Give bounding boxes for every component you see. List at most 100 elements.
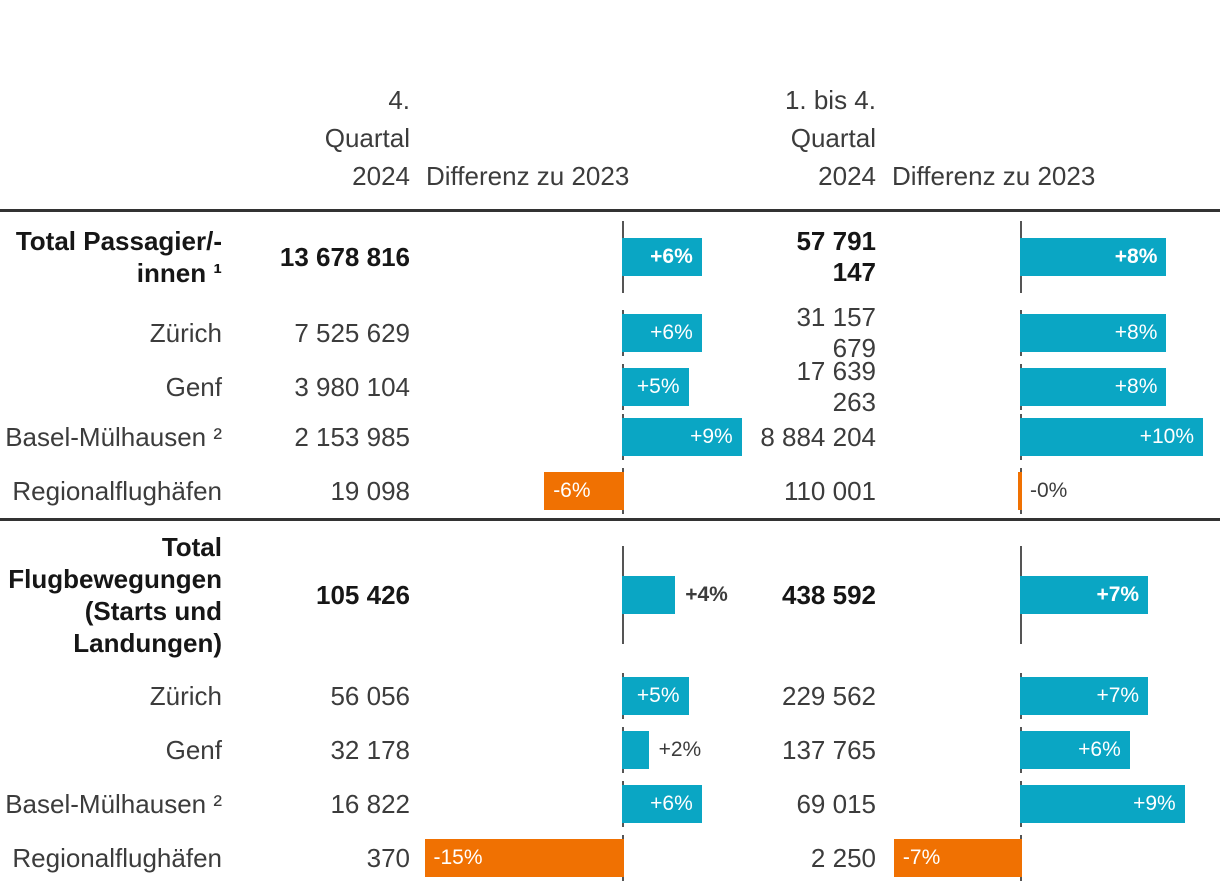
diff-bar-label: +9% (1133, 792, 1176, 815)
diff-ytd-bar-cell: +8% (876, 302, 1220, 364)
diff-bar: +6% (1020, 731, 1130, 769)
diff-bar: +7% (1020, 677, 1149, 715)
table-row-total-passengers: Total Passagier/- innen ¹ 13 678 816 +6%… (0, 212, 1220, 302)
diff-bar: +5% (622, 677, 689, 715)
diff-q4-bar-cell: +5% (410, 356, 750, 418)
diff-q4-bar-cell: +6% (410, 212, 750, 302)
diff-bar-label: +7% (1096, 583, 1140, 606)
diff-q4-bar-cell: +9% (410, 410, 750, 464)
value-ytd: 31 157 679 (796, 302, 876, 363)
diff-bar-label: +6% (650, 245, 693, 268)
diff-ytd-bar-cell: +8% (876, 212, 1220, 302)
diff-bar: +5% (622, 368, 689, 406)
movements-section: Total Flugbewegungen (Starts und Landung… (0, 518, 1220, 885)
diff-bar (1018, 472, 1022, 510)
diff-bar-label: +7% (1096, 684, 1140, 707)
header-diff-ytd: Differenz zu 2023 (892, 161, 1096, 191)
diff-bar: -6% (544, 472, 624, 510)
table-row-regional: Regionalflughäfen 19 098 -6% 110 001 -0% (0, 464, 1220, 518)
diff-bar-label: +5% (636, 684, 680, 707)
table-row-zurich: Zürich 56 056 +5% 229 562 +7% (0, 669, 1220, 723)
row-label: Basel-Mülhausen ² (5, 789, 222, 819)
diff-bar-label: +8% (1114, 321, 1158, 344)
diff-q4-bar-cell: -6% (410, 464, 750, 518)
diff-bar-label: +5% (636, 375, 680, 398)
table-row-total-movements: Total Flugbewegungen (Starts und Landung… (0, 521, 1220, 669)
table-row-basel: Basel-Mülhausen ² 2 153 985 +9% 8 884 20… (0, 410, 1220, 464)
value-q4: 56 056 (330, 680, 410, 711)
diff-bar-label: +4% (685, 583, 728, 606)
diff-ytd-bar-cell: +7% (876, 669, 1220, 723)
value-ytd: 110 001 (783, 475, 876, 506)
diff-bar (622, 576, 676, 614)
diff-bar-label: +6% (650, 792, 693, 815)
diff-bar: +9% (1020, 785, 1185, 823)
diff-bar: +8% (1020, 238, 1167, 276)
diff-bar-label: +8% (1114, 245, 1158, 268)
row-label: Zürich (149, 318, 222, 348)
value-q4: 2 153 985 (294, 421, 410, 452)
row-label: Basel-Mülhausen ² (5, 422, 222, 452)
diff-q4-bar-cell: +2% (410, 723, 750, 777)
diff-bar: +6% (622, 785, 702, 823)
diff-bar: -15% (424, 839, 624, 877)
value-ytd: 229 562 (782, 680, 876, 711)
diff-bar-label: +2% (658, 738, 702, 761)
header-ytd-2024: 1. bis 4. Quartal 2024 (784, 85, 876, 191)
diff-q4-bar-cell: +6% (410, 777, 750, 831)
value-q4: 13 678 816 (279, 241, 410, 272)
value-q4: 370 (366, 842, 410, 873)
diff-ytd-bar-cell: +7% (876, 521, 1220, 669)
diff-bar-label: -6% (553, 479, 591, 502)
diff-ytd-bar-cell: +10% (876, 410, 1220, 464)
diff-bar: -7% (893, 839, 1022, 877)
row-label: Regionalflughäfen (12, 476, 222, 506)
value-q4: 16 822 (330, 788, 410, 819)
diff-bar: +6% (622, 238, 702, 276)
diff-bar: +10% (1020, 418, 1203, 456)
value-ytd: 438 592 (782, 579, 876, 610)
row-label: Genf (165, 372, 222, 402)
diff-ytd-bar-cell: +8% (876, 356, 1220, 418)
passengers-section: Total Passagier/- innen ¹ 13 678 816 +6%… (0, 209, 1220, 518)
row-label: Regionalflughäfen (12, 843, 222, 873)
diff-bar-label: +9% (690, 425, 733, 448)
diff-bar-label: +6% (1078, 738, 1121, 761)
diff-bar (622, 731, 649, 769)
value-ytd: 2 250 (810, 842, 876, 873)
diff-bar-label: +6% (650, 321, 693, 344)
value-q4: 19 098 (330, 475, 410, 506)
table-row-basel: Basel-Mülhausen ² 16 822 +6% 69 015 +9% (0, 777, 1220, 831)
value-ytd: 137 765 (782, 734, 876, 765)
diff-bar-label: -15% (433, 846, 483, 869)
diff-bar-label: -0% (1030, 479, 1068, 502)
diff-bar-label: +8% (1114, 375, 1158, 398)
diff-bar: +8% (1020, 368, 1167, 406)
row-label: Total Flugbewegungen (Starts und Landung… (8, 532, 222, 658)
value-ytd: 8 884 204 (760, 421, 876, 452)
row-label: Zürich (149, 681, 222, 711)
diff-bar: +6% (622, 314, 702, 352)
value-q4: 105 426 (316, 579, 410, 610)
header-q4-2024: 4. Quartal 2024 (324, 85, 410, 191)
value-q4: 32 178 (330, 734, 410, 765)
row-label: Total Passagier/- innen ¹ (15, 226, 222, 288)
diff-ytd-bar-cell: -0% (876, 464, 1220, 518)
diff-bar: +8% (1020, 314, 1167, 352)
diff-q4-bar-cell: +6% (410, 302, 750, 364)
table-row-regional: Regionalflughäfen 370 -15% 2 250 -7% (0, 831, 1220, 885)
value-q4: 3 980 104 (294, 371, 410, 402)
diff-ytd-bar-cell: +9% (876, 777, 1220, 831)
diff-bar: +9% (622, 418, 742, 456)
row-label: Genf (165, 735, 222, 765)
table-row-genf: Genf 3 980 104 +5% 17 639 263 +8% (0, 356, 1220, 417)
table-header: 4. Quartal 2024 Differenz zu 2023 1. bis… (0, 0, 1220, 209)
header-diff-q4: Differenz zu 2023 (426, 161, 630, 191)
value-q4: 7 525 629 (294, 317, 410, 348)
diff-bar-label: -7% (902, 846, 941, 869)
value-ytd: 69 015 (796, 788, 876, 819)
value-ytd: 57 791 147 (796, 226, 876, 287)
value-ytd: 17 639 263 (796, 356, 876, 417)
diff-q4-bar-cell: +4% (410, 521, 750, 669)
